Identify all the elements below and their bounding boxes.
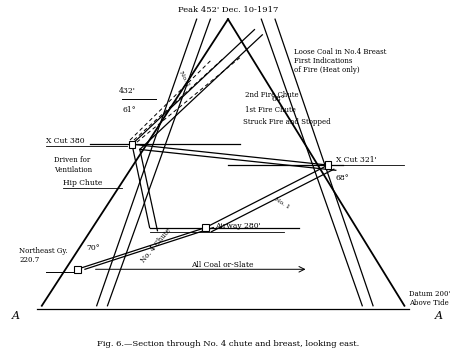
Text: 2nd Fire Chute: 2nd Fire Chute <box>244 91 298 99</box>
Bar <box>324 162 331 169</box>
Text: X Cut 380: X Cut 380 <box>46 137 85 145</box>
Text: Peak 452' Dec. 10-1917: Peak 452' Dec. 10-1917 <box>178 6 278 14</box>
Text: All Coal or-Slate: All Coal or-Slate <box>191 261 253 269</box>
Text: Fig. 6.—Section through No. 4 chute and breast, looking east.: Fig. 6.—Section through No. 4 chute and … <box>97 340 360 348</box>
Text: 1st Fire Chute: 1st Fire Chute <box>244 106 296 114</box>
Text: No. 1: No. 1 <box>273 197 291 210</box>
Text: A: A <box>435 311 443 321</box>
Bar <box>128 141 135 148</box>
Text: Struck Fire and Stopped: Struck Fire and Stopped <box>243 118 330 126</box>
Text: Datum 200'
Above Tide: Datum 200' Above Tide <box>409 290 451 307</box>
Text: No. 1: No. 1 <box>178 70 190 87</box>
Text: 68°: 68° <box>336 174 350 181</box>
Text: 70°: 70° <box>86 245 100 252</box>
Text: Driven for
Ventilation: Driven for Ventilation <box>53 157 92 174</box>
Text: A: A <box>12 311 20 321</box>
Text: 432': 432' <box>119 87 136 95</box>
Text: X Cut 321': X Cut 321' <box>336 156 377 164</box>
Text: Loose Coal in No.4 Breast
First Indications
of Fire (Heat only): Loose Coal in No.4 Breast First Indicati… <box>294 48 386 74</box>
Text: 61°: 61° <box>122 106 136 114</box>
Text: No. 4 Chute: No. 4 Chute <box>140 226 173 264</box>
Text: Northeast Gy.
220.7: Northeast Gy. 220.7 <box>19 247 68 264</box>
Text: Airway 280': Airway 280' <box>215 222 261 230</box>
Bar <box>202 224 209 231</box>
Text: 68°: 68° <box>271 95 285 103</box>
Text: Hip Chute: Hip Chute <box>64 179 103 187</box>
Bar <box>74 266 80 273</box>
